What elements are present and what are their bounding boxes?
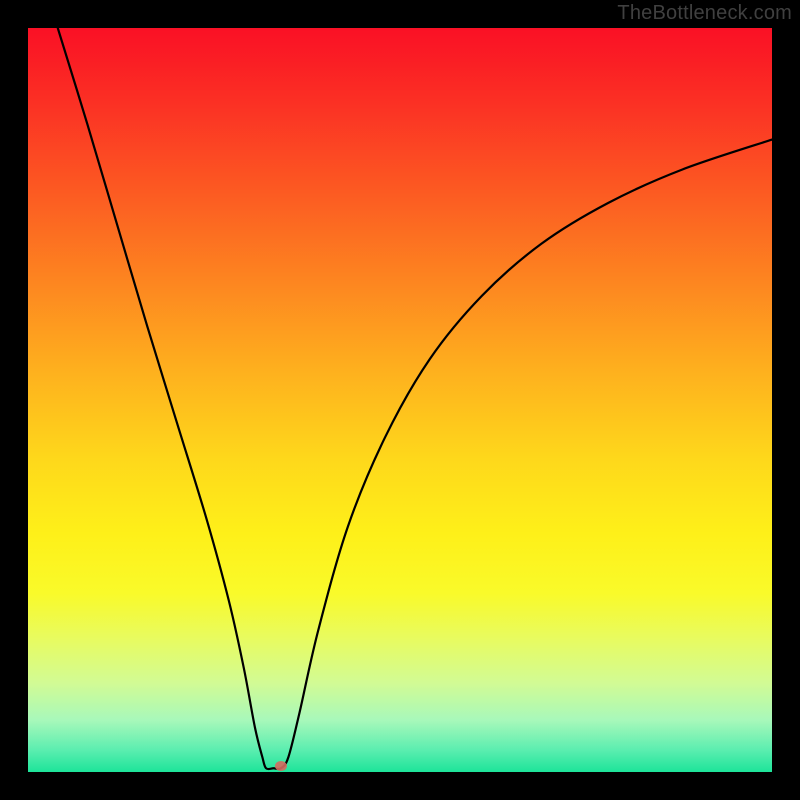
plot-area [28,28,772,772]
minimum-marker [275,761,287,771]
chart-svg [28,28,772,772]
gradient-background [28,28,772,772]
watermark-text: TheBottleneck.com [617,2,792,25]
